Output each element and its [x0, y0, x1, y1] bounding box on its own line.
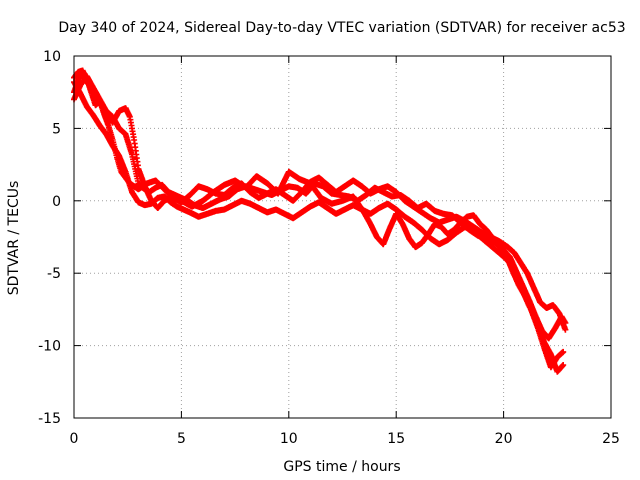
x-tick-label: 10 — [280, 431, 298, 447]
x-tick-label: 25 — [602, 431, 620, 447]
data-point-markers — [71, 73, 567, 371]
data-track — [71, 73, 567, 371]
x-axis-label: GPS time / hours — [283, 459, 400, 475]
x-tick-label: 0 — [70, 431, 79, 447]
y-axis-label: SDTVAR / TECUs — [6, 181, 22, 296]
x-tick-label: 15 — [387, 431, 405, 447]
data-track — [71, 79, 567, 375]
x-tick-label: 20 — [495, 431, 513, 447]
y-tick-label: -15 — [38, 411, 61, 427]
x-tick-label: 5 — [177, 431, 186, 447]
y-tick-label: 10 — [43, 49, 61, 65]
axis-ticks: 0 5 10 15 20 25 -15 -10 -5 0 5 10 — [38, 49, 620, 447]
y-tick-label: -10 — [38, 339, 61, 355]
chart-title: Day 340 of 2024, Sidereal Day-to-day VTE… — [58, 20, 625, 36]
y-tick-label: -5 — [47, 266, 61, 282]
grid-lines — [74, 56, 611, 418]
data-point-markers — [71, 79, 567, 375]
data-points — [71, 67, 569, 375]
y-tick-label: 0 — [52, 194, 61, 210]
plot-frame — [73, 55, 612, 419]
y-tick-label: 5 — [52, 121, 61, 137]
